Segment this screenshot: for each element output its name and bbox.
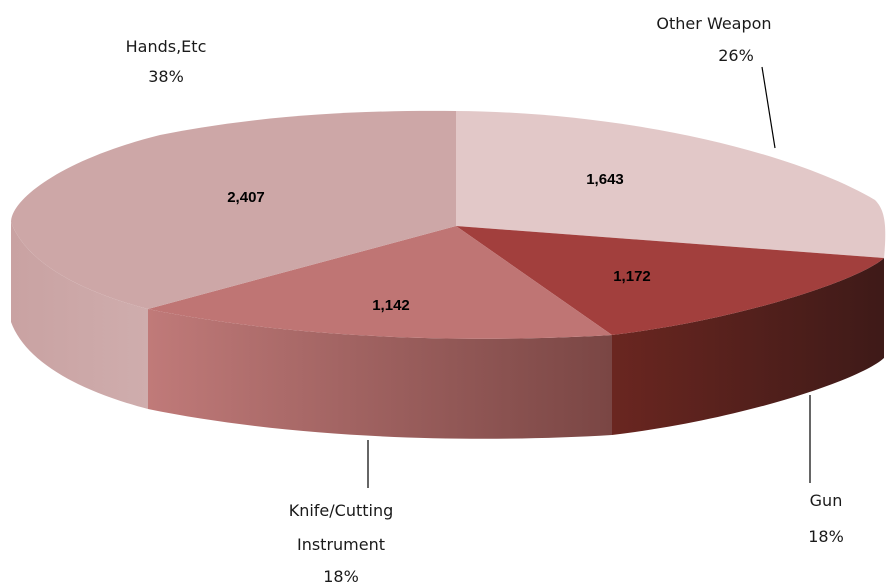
slice-other-weapon [456,111,886,258]
label-gun-percent: 18% [808,527,844,546]
slice-hands [11,110,456,309]
value-label-gun: 1,172 [613,268,651,285]
label-gun: Gun 18% [808,491,844,546]
side-hands [11,222,148,409]
label-knife-percent: 18% [323,567,359,586]
pie-side-walls [11,222,884,439]
slice-gun [456,226,884,335]
label-hands: Hands,Etc 38% [126,37,207,86]
value-label-other-weapon: 1,643 [586,171,624,188]
slice-knife [148,226,612,339]
label-gun-name: Gun [810,491,843,510]
value-label-knife: 1,142 [372,297,410,314]
label-other-weapon: Other Weapon 26% [656,14,771,65]
value-label-hands: 2,407 [227,189,265,206]
label-knife-line1: Knife/Cutting [289,501,394,520]
label-other-weapon-percent: 26% [718,46,754,65]
leader-other-weapon [761,66,776,149]
pie-top [11,110,886,339]
label-hands-percent: 38% [148,67,184,86]
label-hands-name: Hands,Etc [126,37,207,56]
label-other-weapon-name: Other Weapon [656,14,771,33]
side-knife [148,309,612,439]
side-gun [612,258,884,435]
label-knife: Knife/Cutting Instrument 18% [289,501,394,586]
label-knife-line2: Instrument [297,535,385,554]
